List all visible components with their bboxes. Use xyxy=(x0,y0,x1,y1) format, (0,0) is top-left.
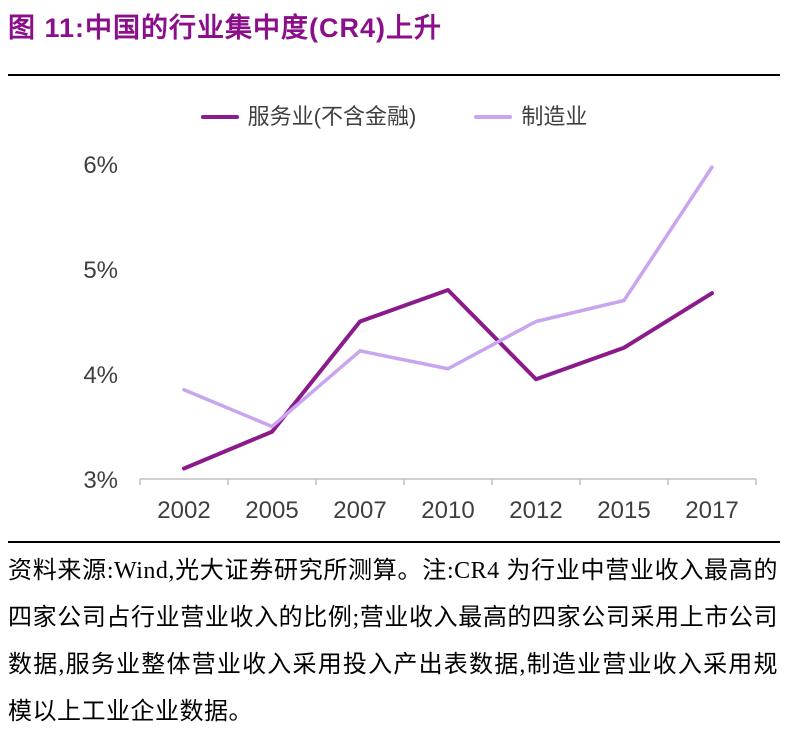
y-tick-label: 5% xyxy=(83,257,118,284)
legend-item-0: 服务业(不含金融) xyxy=(200,102,417,132)
x-tick-label: 2002 xyxy=(157,497,210,524)
top-divider xyxy=(8,74,780,76)
x-tick-label: 2015 xyxy=(597,497,650,524)
chart-legend: 服务业(不含金融) 制造业 xyxy=(0,76,788,132)
x-tick-label: 2005 xyxy=(245,497,298,524)
x-tick-label: 2007 xyxy=(333,497,386,524)
y-tick-label: 3% xyxy=(83,467,118,494)
figure-title: 图 11:中国的行业集中度(CR4)上升 xyxy=(8,13,443,43)
y-tick-label: 6% xyxy=(83,152,118,179)
source-note: 资料来源:Wind,光大证券研究所测算。注:CR4 为行业中营业收入最高的四家公… xyxy=(8,558,778,725)
bottom-divider xyxy=(8,541,780,543)
legend-label: 制造业 xyxy=(521,104,588,129)
x-tick-label: 2010 xyxy=(421,497,474,524)
series-line-1 xyxy=(182,165,714,429)
x-tick-label: 2012 xyxy=(509,497,562,524)
legend-label: 服务业(不含金融) xyxy=(247,104,417,129)
legend-line-swatch-icon xyxy=(200,115,239,119)
series-line-0 xyxy=(182,288,714,471)
legend-line-swatch-icon xyxy=(474,115,513,119)
chart-area: 服务业(不含金融) 制造业 3% 4% 5% 6% 2002 2005 2007 2010 201… xyxy=(0,76,788,527)
x-tick-label: 2017 xyxy=(685,497,738,524)
chart-canvas: 3% 4% 5% 6% 2002 2005 2007 2010 2012 2015 2017 xyxy=(83,152,757,524)
y-tick-label: 4% xyxy=(83,362,118,389)
legend-item-1: 制造业 xyxy=(474,102,587,132)
